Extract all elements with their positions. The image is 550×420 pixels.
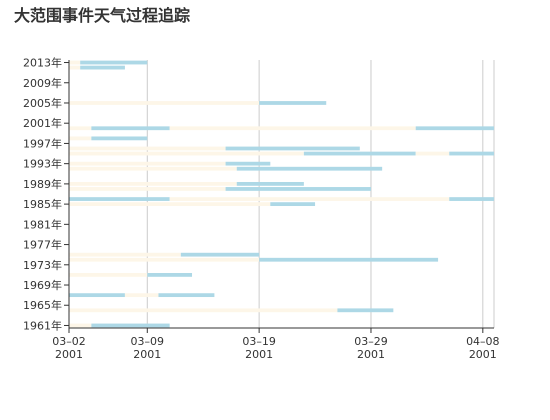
event-bar (236, 181, 304, 186)
gap-bar (69, 166, 237, 171)
event-bar (415, 126, 494, 131)
gap-bar (124, 293, 159, 298)
event-bar (91, 136, 148, 141)
gap-bar (69, 308, 338, 313)
gap-bar (69, 65, 81, 70)
gap-bar (69, 60, 81, 65)
x-tick-year-label: 2001 (357, 348, 385, 361)
axis-layer: 1961年 1965年 1969年 1973年 1977年 1981年 1985年 1989年… (23, 56, 500, 361)
event-bar (91, 126, 170, 131)
gap-bar (69, 161, 226, 166)
event-bar (449, 151, 494, 156)
gap-bar (69, 181, 237, 186)
y-tick-label: 1993年 (23, 157, 62, 171)
event-bar (259, 101, 327, 105)
y-tick-label: 1981年 (23, 217, 62, 231)
event-bar (80, 60, 148, 65)
chart-title: 大范围事件天气过程追踪 (14, 6, 191, 25)
gap-bar (415, 151, 450, 156)
x-tick-year-label: 2001 (245, 348, 273, 361)
gap-bar (69, 202, 271, 207)
y-tick-label: 1961年 (23, 318, 62, 332)
y-tick-label: 2013年 (23, 56, 62, 70)
y-tick-label: 1985年 (23, 197, 62, 211)
gap-bar (169, 197, 450, 201)
gap-bar (69, 323, 92, 328)
event-bar (158, 293, 215, 298)
event-bar (303, 151, 416, 156)
event-bar (225, 146, 360, 151)
event-bar (69, 293, 125, 298)
event-bar (147, 273, 193, 277)
x-tick-year-label: 2001 (133, 348, 161, 361)
gap-bar (169, 126, 416, 131)
gap-bar (69, 126, 92, 131)
bar-layer (69, 60, 494, 328)
y-tick-label: 1997年 (23, 136, 62, 150)
event-bar (180, 252, 260, 257)
gap-bar (69, 136, 92, 141)
event-bar (91, 323, 170, 328)
event-bar (236, 166, 383, 171)
event-bar (225, 187, 371, 191)
x-tick-label: 03–02 (52, 335, 86, 348)
grid-layer (146, 60, 495, 328)
gap-bar (69, 273, 148, 277)
gap-bar (69, 257, 260, 262)
y-tick-label: 1969年 (23, 278, 62, 292)
x-tick-label: 03–09 (131, 335, 165, 348)
y-tick-label: 1965年 (23, 298, 62, 312)
event-bar (259, 257, 439, 262)
event-bar (337, 308, 394, 313)
x-tick-label: 03–19 (242, 335, 276, 348)
gap-bar (69, 187, 226, 191)
event-bar (80, 65, 125, 70)
event-bar (225, 161, 271, 166)
gap-bar (69, 151, 304, 156)
y-tick-label: 2001年 (23, 116, 62, 130)
y-tick-label: 2005年 (23, 96, 62, 110)
gap-bar (69, 252, 181, 257)
x-tick-label: 04–08 (466, 335, 500, 348)
x-tick-year-label: 2001 (469, 348, 497, 361)
gap-bar (69, 146, 226, 151)
event-bar (270, 202, 316, 207)
y-tick-label: 1989年 (23, 177, 62, 191)
x-tick-year-label: 2001 (55, 348, 83, 361)
y-tick-label: 2009年 (23, 76, 62, 90)
gap-bar (69, 101, 260, 105)
event-bar (69, 197, 170, 201)
x-tick-label: 03–29 (354, 335, 388, 348)
event-bar (449, 197, 494, 201)
y-tick-label: 1977年 (23, 238, 62, 252)
y-tick-label: 1973年 (23, 258, 62, 272)
